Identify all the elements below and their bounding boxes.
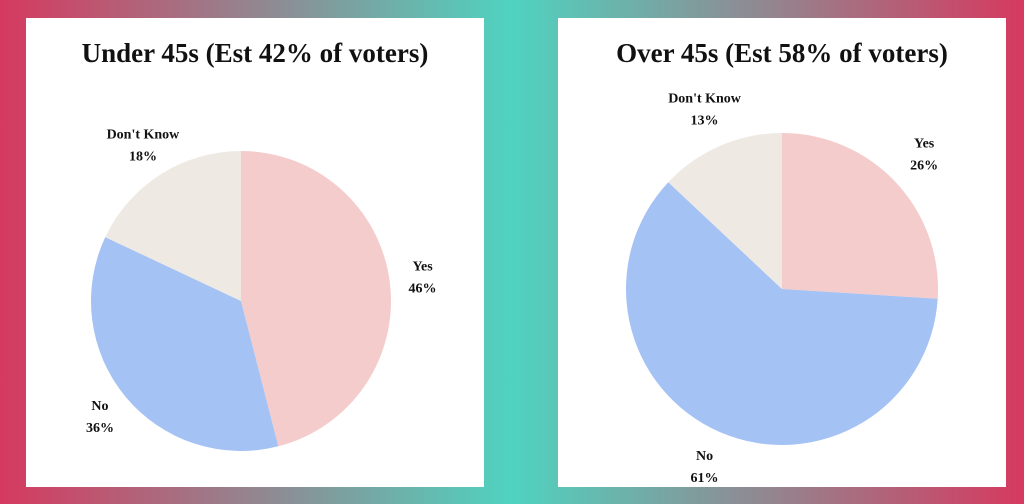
value-label: 61% <box>691 471 719 486</box>
slice-label: Don't Know <box>668 91 742 106</box>
value-label: 36% <box>86 421 114 436</box>
value-label: 13% <box>691 113 719 128</box>
pie-slice <box>241 151 392 447</box>
slice-label: No <box>91 399 108 414</box>
slice-label: Yes <box>412 259 433 274</box>
value-label: 26% <box>910 159 938 174</box>
value-label: 46% <box>409 281 437 296</box>
pie-slice <box>90 237 279 452</box>
slice-label: No <box>696 449 713 464</box>
value-label: 18% <box>129 150 157 165</box>
pie-slice <box>782 133 939 299</box>
pie-slice <box>105 151 241 301</box>
chart-title: Under 45s (Est 42% of voters) <box>82 38 429 68</box>
pie-slice <box>626 182 938 446</box>
slice-label: Don't Know <box>107 128 181 143</box>
slice-label: Yes <box>914 137 935 152</box>
chart-title: Over 45s (Est 58% of voters) <box>616 38 948 68</box>
pie-slice <box>668 133 782 289</box>
